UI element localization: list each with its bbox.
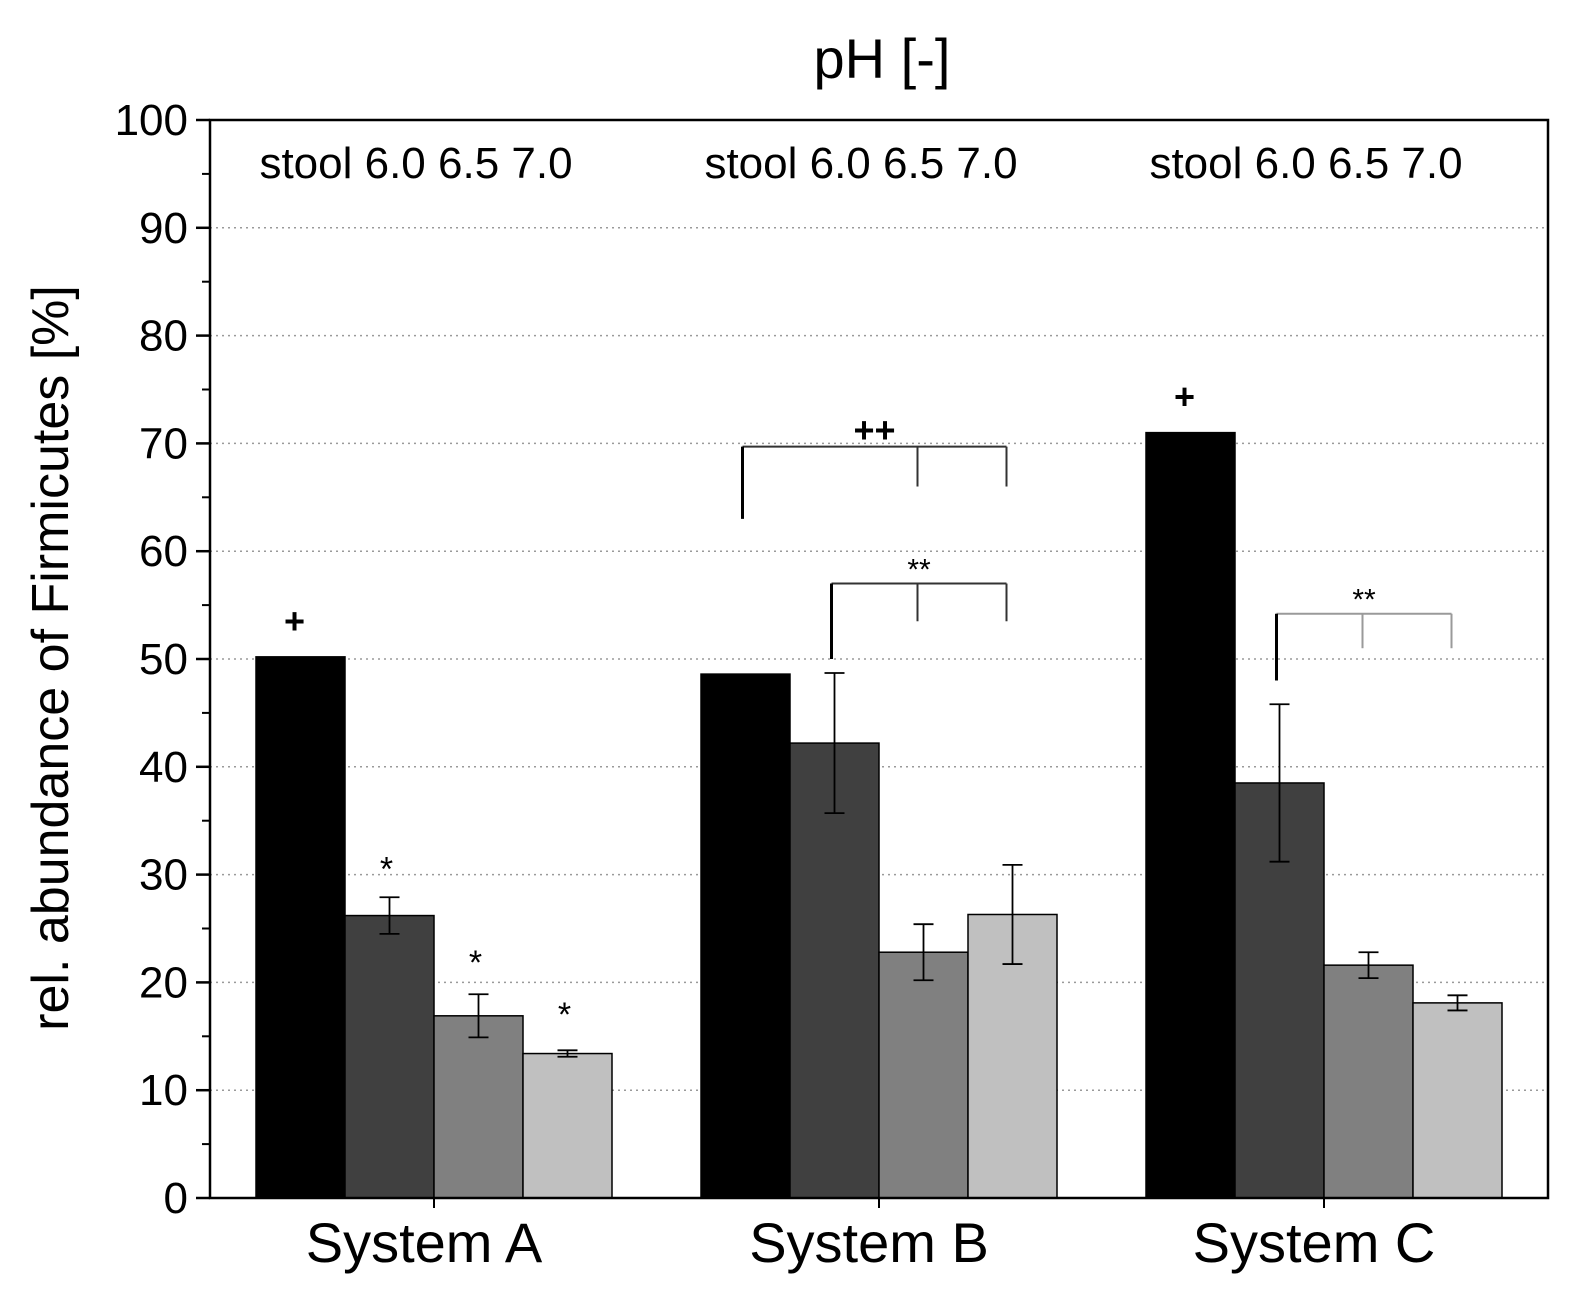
bar-6-5 <box>1323 964 1414 1199</box>
y-tick-label: 100 <box>115 96 188 145</box>
x-tick-label: System A <box>306 1211 543 1274</box>
significance-marker: * <box>558 996 571 1034</box>
chart-title: pH [-] <box>814 27 951 90</box>
significance-marker: * <box>469 944 482 982</box>
bar-stool <box>1145 431 1236 1199</box>
tick-labels: stool 6.0 6.5 7.0 System A stool 6.0 6.5 7… <box>115 96 1463 1274</box>
y-tick-label: 20 <box>139 958 188 1007</box>
bar-6-5 <box>878 951 969 1199</box>
y-tick-label: 80 <box>139 312 188 361</box>
y-tick-label: 90 <box>139 204 188 253</box>
bracket-label: ** <box>907 554 931 587</box>
x-tick-label: System B <box>749 1211 989 1274</box>
group-header-label: stool 6.0 6.5 7.0 <box>259 139 572 188</box>
bracket-label: ** <box>1352 584 1376 617</box>
bar-stool <box>255 656 346 1199</box>
y-tick-label: 50 <box>139 635 188 684</box>
group-header-label: stool 6.0 6.5 7.0 <box>1149 139 1462 188</box>
significance-marker: * <box>380 850 393 888</box>
y-axis-label: rel. abundance of Firmicutes [%] <box>22 285 80 1031</box>
bar-stool <box>700 673 791 1199</box>
bar-6-5 <box>433 1015 524 1199</box>
significance-marker: + <box>1174 376 1195 417</box>
bar-7-0 <box>522 1052 613 1199</box>
y-tick-label: 70 <box>139 419 188 468</box>
y-tick-label: 10 <box>139 1066 188 1115</box>
axes <box>196 118 1550 1208</box>
bar-6-0 <box>789 742 880 1199</box>
annotations: +***+++**** <box>284 376 1453 1034</box>
bar-6-0 <box>344 914 435 1199</box>
y-tick-label: 60 <box>139 527 188 576</box>
group-header-label: stool 6.0 6.5 7.0 <box>704 139 1017 188</box>
error-bars <box>379 672 1468 1058</box>
y-tick-label: 40 <box>139 743 188 792</box>
x-tick-label: System C <box>1193 1211 1436 1274</box>
y-tick-label: 30 <box>139 851 188 900</box>
bracket-label: ++ <box>853 410 895 451</box>
bars <box>255 431 1503 1199</box>
significance-marker: + <box>284 600 305 641</box>
y-tick-label: 0 <box>164 1174 188 1223</box>
bar-7-0 <box>1412 1002 1503 1199</box>
